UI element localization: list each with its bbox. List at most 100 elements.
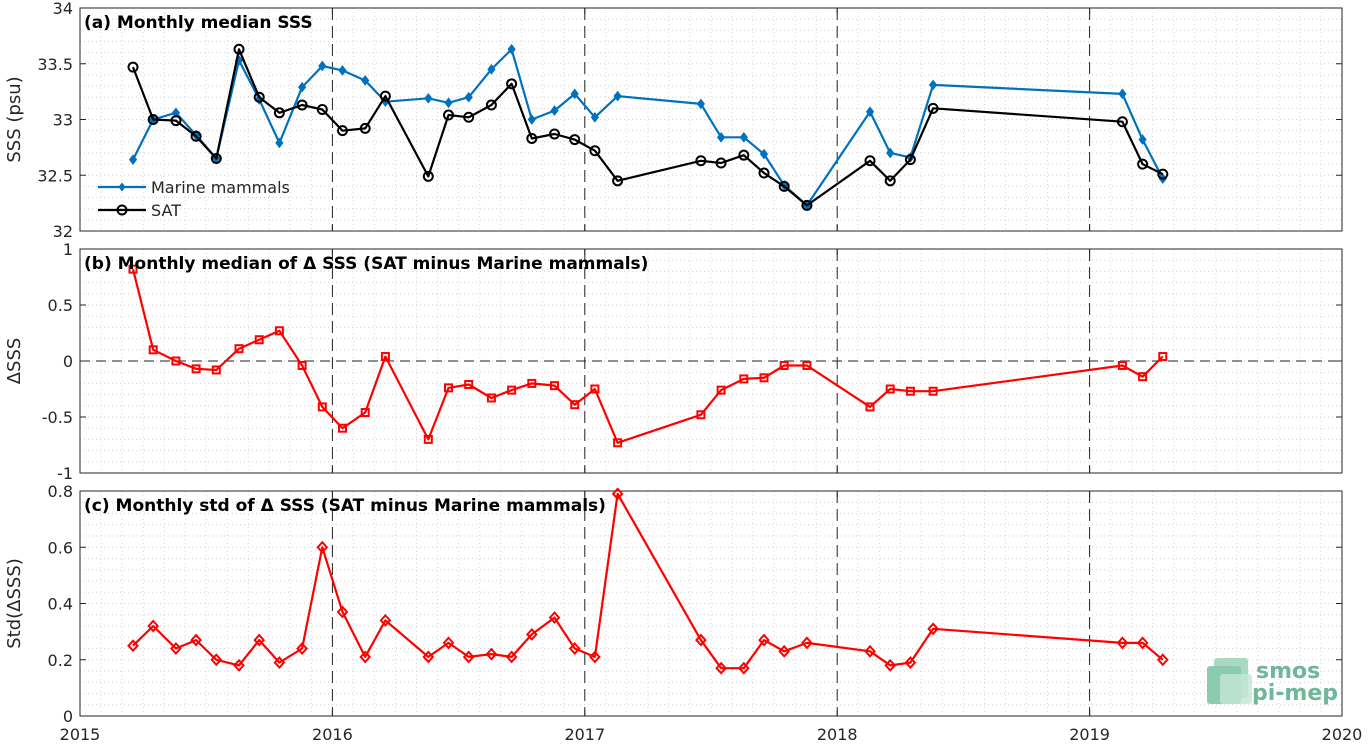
- data-point: [254, 335, 264, 345]
- data-point: [316, 103, 328, 115]
- data-point: [273, 656, 286, 670]
- y-tick-label: 33.5: [37, 55, 73, 74]
- y-tick-label: 33: [53, 111, 73, 130]
- data-point: [589, 145, 601, 157]
- data-point: [1118, 88, 1127, 100]
- data-point: [739, 132, 748, 143]
- data-point: [1156, 653, 1169, 667]
- panel-title: (c) Monthly std of Δ SSS (SAT minus Mari…: [84, 496, 606, 516]
- data-point: [927, 102, 939, 114]
- panel-c: 0 0.2 0.4 0.6 0.8 Std(ΔSSS) (c) Monthly std of…: [4, 482, 1343, 726]
- data-point: [296, 642, 308, 655]
- y-tick-label: 1: [63, 240, 73, 259]
- data-point: [779, 360, 789, 370]
- data-point: [1116, 636, 1129, 650]
- data-point: [485, 647, 498, 661]
- data-point: [360, 408, 370, 418]
- data-point: [759, 373, 769, 383]
- data-point: [316, 540, 329, 554]
- data-point: [190, 633, 202, 647]
- data-point: [127, 61, 139, 73]
- data-point: [904, 154, 916, 166]
- data-point: [715, 157, 727, 169]
- data-point: [359, 650, 372, 664]
- data-point: [612, 175, 624, 187]
- data-point: [928, 79, 938, 91]
- data-point: [462, 650, 475, 664]
- data-point: [147, 619, 160, 633]
- legend-label: SAT: [151, 201, 181, 220]
- data-point: [611, 487, 624, 501]
- data-point: [759, 148, 769, 160]
- x-tick-label: 2019: [1069, 725, 1110, 744]
- y-tick-label: 0: [63, 352, 73, 371]
- data-point: [424, 93, 433, 104]
- data-point: [171, 107, 181, 119]
- data-point: [211, 365, 221, 375]
- data-point: [422, 170, 434, 182]
- data-point: [550, 381, 560, 391]
- data-point: [253, 91, 265, 103]
- y-axis-label: ΔSSS: [4, 338, 25, 385]
- y-tick-label: -0.5: [42, 408, 73, 427]
- y-tick-label: 0: [63, 707, 73, 726]
- data-point: [274, 326, 284, 336]
- data-point: [1138, 372, 1148, 382]
- x-tick-label: 2015: [60, 725, 101, 744]
- logo-line-1: smos: [1256, 659, 1320, 684]
- data-point: [1158, 352, 1168, 362]
- data-point: [1136, 636, 1149, 650]
- panel-a: 32 32.5 33 33.5 34 SSS (psu) (a) Monthly media…: [4, 0, 1343, 241]
- data-point: [464, 91, 473, 103]
- data-point: [336, 125, 348, 137]
- data-point: [527, 378, 537, 388]
- data-point: [275, 137, 284, 149]
- data-point: [210, 153, 222, 165]
- data-point: [905, 386, 915, 396]
- x-tick-label: 2017: [564, 725, 605, 744]
- x-tick-label: 2016: [312, 725, 353, 744]
- legend-label: Marine mammals: [151, 178, 290, 197]
- data-point: [758, 633, 770, 647]
- data-point: [590, 384, 600, 394]
- data-point: [527, 114, 536, 125]
- data-point: [569, 134, 581, 146]
- data-point: [568, 642, 581, 655]
- y-tick-label: 0.6: [48, 538, 73, 557]
- data-point: [128, 264, 138, 274]
- data-point: [210, 653, 223, 667]
- legend: Marine mammals SAT: [98, 178, 290, 220]
- data-point: [296, 99, 308, 111]
- data-point: [885, 384, 895, 394]
- y-tick-label: 34: [53, 0, 73, 18]
- data-point: [444, 97, 453, 109]
- data-point: [758, 167, 770, 179]
- y-tick-label: -1: [57, 464, 73, 483]
- data-point: [127, 639, 139, 653]
- legend-marker: [118, 182, 126, 192]
- panel-title: (b) Monthly median of Δ SSS (SAT minus M…: [84, 254, 648, 274]
- data-point: [886, 147, 895, 159]
- data-point: [801, 199, 813, 211]
- data-point: [444, 383, 454, 393]
- data-point: [884, 175, 896, 187]
- smos-pimep-logo: smos pi-mep: [1207, 658, 1338, 706]
- data-point: [148, 345, 158, 355]
- data-point: [507, 43, 516, 55]
- y-axis-label: SSS (psu): [4, 76, 25, 162]
- data-point: [927, 622, 939, 636]
- data-point: [570, 400, 580, 410]
- legend-marker: [116, 204, 128, 216]
- data-point: [695, 633, 707, 647]
- x-tick-label: 2018: [817, 725, 858, 744]
- data-point: [170, 115, 182, 127]
- data-point: [548, 611, 561, 625]
- data-point: [338, 65, 347, 76]
- data-point: [695, 155, 707, 167]
- data-point: [884, 658, 897, 672]
- y-tick-label: 0.4: [48, 595, 73, 614]
- data-point: [170, 642, 182, 655]
- data-point: [865, 106, 875, 118]
- data-point: [526, 132, 538, 144]
